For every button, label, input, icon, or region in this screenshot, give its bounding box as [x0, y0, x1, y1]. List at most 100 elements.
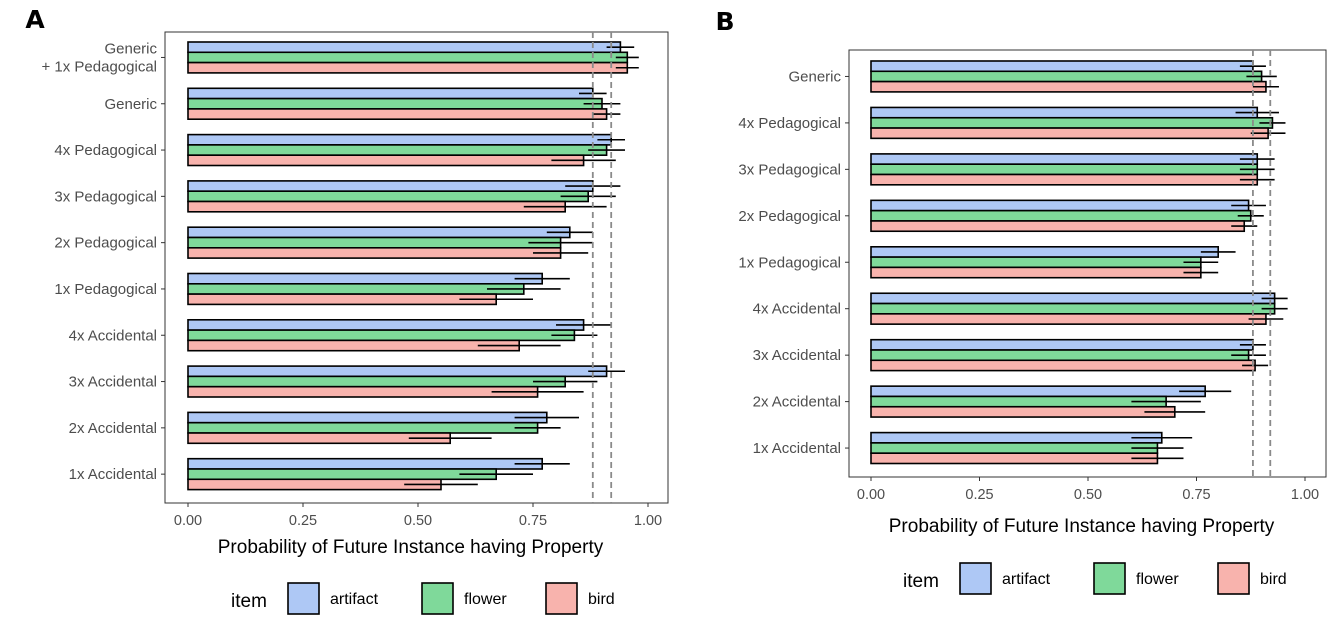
- x-tick-label: 0.00: [857, 487, 885, 503]
- legend-title: item: [231, 591, 267, 612]
- category-label: 1x Accidental: [69, 466, 157, 483]
- legend: item artifact flower bird: [231, 582, 615, 615]
- bar-artifact: [870, 199, 1250, 212]
- x-axis-label: Probability of Future Instance having Pr…: [889, 516, 1275, 537]
- bar-artifact: [187, 226, 571, 239]
- legend-key-bird: [545, 582, 578, 615]
- bar-artifact: [187, 41, 622, 54]
- category-label: 1x Pedagogical: [738, 254, 841, 271]
- legend-label-bird: bird: [1260, 571, 1287, 588]
- category-label: 1x Accidental: [753, 440, 841, 457]
- bar-artifact: [870, 106, 1259, 119]
- x-tick-label: 1.00: [1291, 487, 1319, 503]
- category-label: 1x Pedagogical: [54, 281, 157, 298]
- bar-artifact: [870, 246, 1220, 258]
- bar-bird: [870, 173, 1259, 186]
- bar-bird: [870, 266, 1202, 279]
- panel-b: B Generic 4x Pedagogical 3x Pedagogical 2x P…: [715, 7, 1327, 537]
- bar-bird: [187, 154, 585, 167]
- bar-flower: [187, 282, 525, 295]
- category-label: 4x Accidental: [753, 301, 841, 318]
- legend: item artifact flower bird: [903, 562, 1287, 595]
- bar-flower: [870, 395, 1167, 408]
- category-label: Generic + 1x Pedagogical: [41, 40, 157, 75]
- bar-flower: [870, 302, 1276, 315]
- x-tick-label: 0.25: [289, 513, 317, 529]
- x-tick-label: 0.00: [174, 513, 202, 529]
- panel-a: A Generic + 1x Pedagogical Generic 4x Pedago…: [25, 5, 669, 558]
- legend-key-artifact: [959, 562, 992, 595]
- category-label: Generic: [104, 96, 157, 113]
- bar-flower: [187, 144, 608, 156]
- bar-artifact: [187, 318, 585, 331]
- bar-flower: [187, 468, 498, 481]
- x-axis-label: Probability of Future Instance having Pr…: [218, 537, 604, 558]
- category-label: 4x Accidental: [69, 327, 157, 344]
- bar-artifact: [187, 133, 613, 146]
- category-label: 3x Pedagogical: [54, 188, 157, 205]
- bar-flower: [187, 190, 590, 203]
- bar-flower: [187, 51, 629, 64]
- x-tick-label: 0.25: [965, 487, 993, 503]
- bar-bird: [870, 80, 1267, 93]
- category-label: 2x Pedagogical: [54, 235, 157, 252]
- category-label: 2x Pedagogical: [738, 208, 841, 225]
- bar-bird: [870, 127, 1269, 140]
- legend-key-flower: [421, 582, 454, 615]
- bar-artifact: [187, 87, 594, 100]
- bar-flower: [870, 163, 1259, 176]
- bar-flower: [187, 329, 576, 342]
- bar-bird: [870, 359, 1256, 372]
- category-label: 3x Accidental: [753, 347, 841, 364]
- category-label: 3x Pedagogical: [738, 161, 841, 178]
- bar-artifact: [187, 411, 548, 424]
- bar-artifact: [870, 292, 1276, 305]
- legend-label-artifact: artifact: [1002, 571, 1051, 588]
- legend-label-flower: flower: [464, 591, 507, 608]
- legend-key-bird: [1217, 562, 1250, 595]
- bar-bird: [187, 478, 442, 491]
- legend-key-artifact: [287, 582, 320, 615]
- x-tick-label: 1.00: [634, 513, 662, 529]
- bar-artifact: [870, 385, 1206, 398]
- bar-artifact: [187, 365, 608, 378]
- bar-flower: [870, 209, 1252, 222]
- bar-artifact: [187, 180, 594, 192]
- bar-bird: [187, 247, 562, 259]
- panel-label: B: [715, 7, 734, 36]
- bar-flower: [187, 97, 603, 110]
- bar-flower: [187, 236, 562, 249]
- bar-bird: [187, 108, 608, 121]
- bar-flower: [870, 70, 1263, 83]
- bar-artifact: [870, 153, 1259, 165]
- bar-artifact: [870, 60, 1254, 73]
- category-label: Generic: [788, 68, 841, 85]
- legend-title: item: [903, 571, 939, 592]
- bar-artifact: [187, 457, 544, 470]
- bar-flower: [187, 375, 567, 388]
- legend-label-flower: flower: [1136, 571, 1179, 588]
- bar-flower: [870, 349, 1250, 362]
- category-label: 4x Pedagogical: [738, 115, 841, 132]
- category-label: 3x Accidental: [69, 374, 157, 391]
- panel-label: A: [25, 5, 45, 34]
- x-tick-label: 0.75: [1182, 487, 1210, 503]
- bar-flower: [187, 421, 539, 434]
- category-label: 4x Pedagogical: [54, 142, 157, 159]
- bar-bird: [187, 293, 498, 306]
- category-label: 2x Accidental: [69, 420, 157, 437]
- bar-bird: [870, 405, 1176, 418]
- bar-bird: [187, 200, 567, 213]
- bar-flower: [870, 442, 1159, 454]
- bar-artifact: [870, 338, 1254, 351]
- bar-flower: [870, 116, 1274, 129]
- bar-flower: [870, 256, 1202, 269]
- x-tick-label: 0.50: [404, 513, 432, 529]
- bar-artifact: [870, 431, 1163, 444]
- bar-bird: [187, 339, 521, 352]
- bar-bird: [870, 452, 1159, 465]
- bar-bird: [187, 61, 629, 74]
- bar-bird: [870, 220, 1246, 233]
- legend-label-artifact: artifact: [330, 591, 379, 608]
